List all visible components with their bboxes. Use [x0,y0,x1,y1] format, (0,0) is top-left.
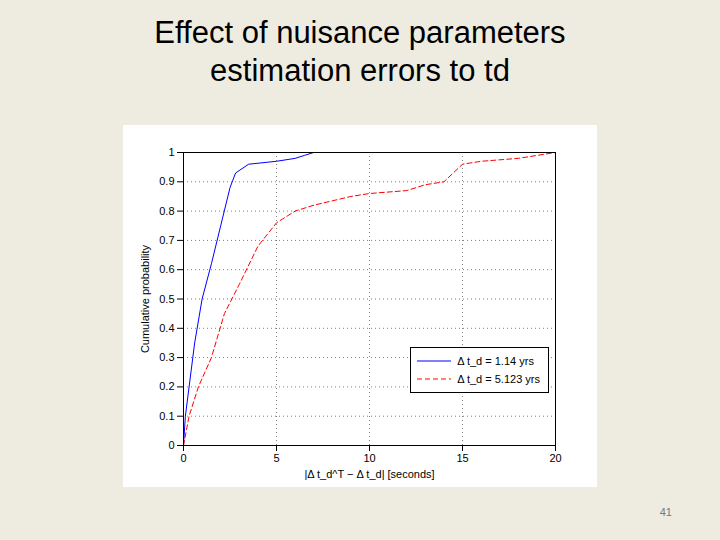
html-text:Δ t_d = 5.123 yrs: Δ t_d = 5.123 yrs [457,373,540,385]
svg-text:0.9: 0.9 [159,175,174,187]
svg-text:1: 1 [168,146,174,158]
svg-text:10: 10 [363,452,375,464]
svg-text:0.1: 0.1 [159,410,174,422]
svg-text:0: 0 [168,439,174,451]
svg-text:0: 0 [180,452,186,464]
html-text:Δ t_d = 1.14 yrs: Δ t_d = 1.14 yrs [457,355,534,367]
svg-text:20: 20 [549,452,561,464]
svg-text:|Δ t_d^T − Δ t_d| [seconds]: |Δ t_d^T − Δ t_d| [seconds] [304,468,434,480]
html-text:41: 41 [659,506,672,518]
svg-text:0.4: 0.4 [159,322,174,334]
svg-text:5: 5 [273,452,279,464]
svg-text:15: 15 [456,452,468,464]
svg-text:0.6: 0.6 [159,263,174,275]
svg-text:0.7: 0.7 [159,234,174,246]
svg-text:0.5: 0.5 [159,293,174,305]
svg-text:0.2: 0.2 [159,380,174,392]
html-text:Effect of nuisance parameters: Effect of nuisance parameters estimation… [154,15,566,88]
svg-text:Cumulative probability: Cumulative probability [139,244,151,353]
svg-text:0.8: 0.8 [159,205,174,217]
svg-text:0.3: 0.3 [159,351,174,363]
